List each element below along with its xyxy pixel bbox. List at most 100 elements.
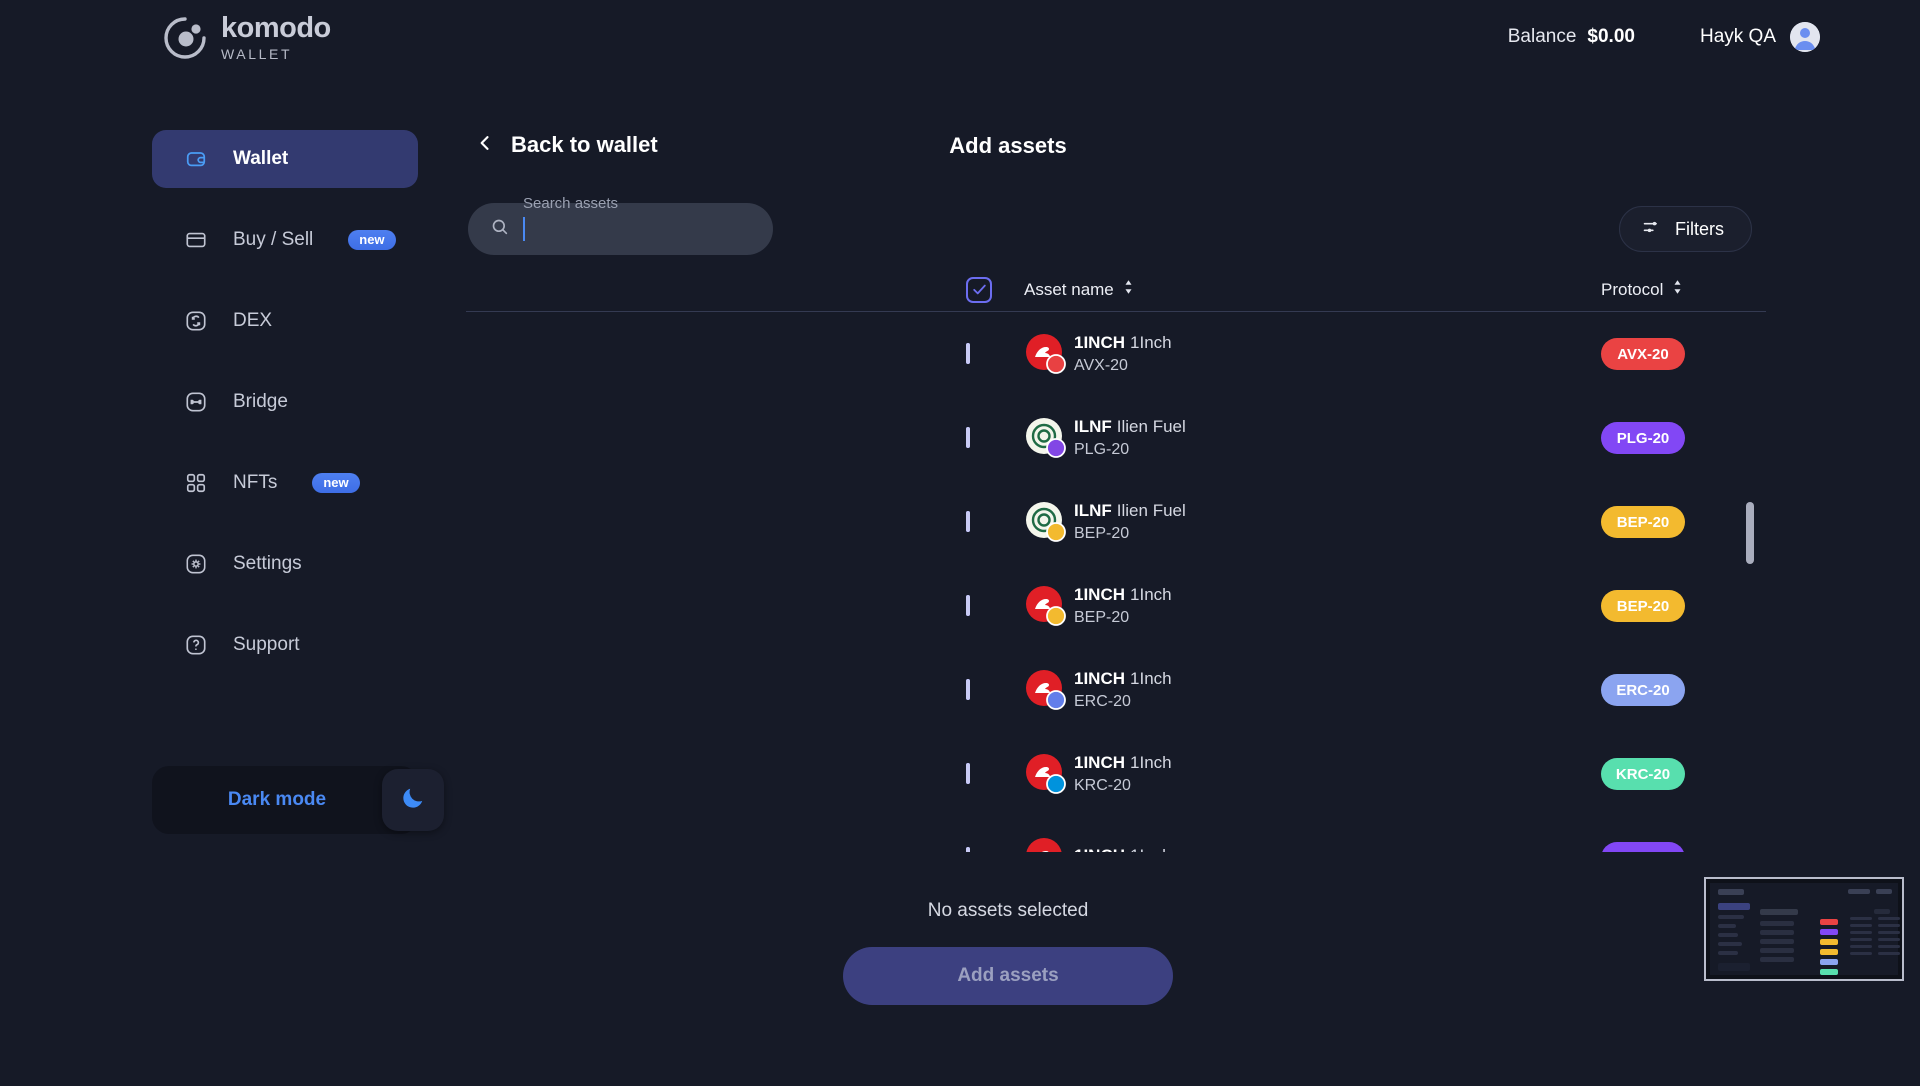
sidebar-item-dex[interactable]: DEX	[152, 292, 418, 350]
chevron-left-icon	[475, 133, 495, 158]
preview-list-col	[1850, 931, 1872, 934]
preview-logo	[1718, 889, 1744, 895]
select-all-checkbox[interactable]	[966, 276, 992, 303]
preview-filters	[1874, 909, 1890, 914]
brand-logo[interactable]: komodo WALLET	[162, 14, 331, 61]
moon-icon	[400, 785, 426, 816]
wallet-icon	[184, 147, 208, 171]
scrollbar-thumb[interactable]	[1746, 502, 1754, 564]
dark-mode-knob[interactable]	[382, 769, 444, 831]
preview-list-col2	[1878, 924, 1900, 927]
preview-badge-bep	[1820, 939, 1838, 945]
table-row[interactable]: 1INCH 1Inch KRC-20 KRC-20	[466, 732, 1766, 816]
sidebar-item-bridge[interactable]: Bridge	[152, 373, 418, 431]
search-field[interactable]: Search assets	[468, 195, 773, 255]
sidebar-label: DEX	[233, 310, 273, 331]
preview-darkmode	[1718, 963, 1750, 971]
sidebar-label: Support	[233, 634, 300, 655]
preview-list-col2	[1878, 931, 1900, 934]
table-row[interactable]: ILNF Ilien Fuel PLG-20 PLG-20	[466, 396, 1766, 480]
sidebar-item-settings[interactable]: Settings	[152, 535, 418, 593]
preview-badge-krc	[1820, 969, 1838, 975]
asset-ticker: 1INCH	[1074, 753, 1126, 772]
asset-name-block: 1INCH 1Inch AVX-20	[1074, 333, 1172, 375]
spacer	[152, 350, 418, 373]
main-panel: Back to wallet Add assets Search assets	[466, 130, 1766, 852]
preview-badge-avx	[1820, 919, 1838, 925]
selection-footer: No assets selected Add assets	[466, 900, 1550, 1005]
komodo-logo-icon	[162, 15, 208, 61]
asset-ticker: 1INCH	[1074, 846, 1125, 852]
sidebar-label: NFTs	[233, 472, 278, 493]
table-row[interactable]: 1INCH 1Inch ERC-20 ERC-20	[466, 648, 1766, 732]
checkbox-box	[966, 595, 970, 616]
text-caret	[523, 217, 525, 241]
sort-icon	[1124, 279, 1133, 300]
table-row[interactable]: 1INCH 1Inch	[466, 816, 1766, 852]
protocol-badge: AVX-20	[1601, 338, 1685, 370]
search-row: Search assets	[466, 190, 1766, 260]
sidebar-label: Wallet	[233, 148, 289, 169]
asset-ticker: ILNF	[1074, 417, 1112, 436]
filters-button[interactable]: Filters	[1619, 206, 1752, 252]
spacer	[152, 188, 418, 211]
table-header: Asset name Protocol	[466, 268, 1766, 312]
sidebar-item-support[interactable]: Support	[152, 616, 418, 674]
question-icon	[184, 633, 208, 657]
asset-subtitle: ERC-20	[1074, 693, 1131, 710]
table-row[interactable]: 1INCH 1Inch AVX-20 AVX-20	[466, 312, 1766, 396]
spacer	[152, 593, 418, 616]
row-checkbox[interactable]	[966, 679, 970, 700]
protocol-badge: ERC-20	[1601, 674, 1685, 706]
asset-name-block: ILNF Ilien Fuel PLG-20	[1074, 417, 1186, 459]
preview-row	[1760, 930, 1794, 935]
row-checkbox[interactable]	[966, 343, 970, 364]
search-input[interactable]	[538, 219, 738, 239]
table-row[interactable]: 1INCH 1Inch BEP-20 BEP-20	[466, 564, 1766, 648]
page-preview-thumbnail[interactable]	[1704, 877, 1904, 981]
checkbox-box	[966, 679, 970, 700]
asset-subtitle: BEP-20	[1074, 609, 1130, 626]
preview-header-right	[1848, 889, 1870, 894]
preview-header-user	[1876, 889, 1892, 894]
asset-fullname: Ilien Fuel	[1116, 417, 1186, 436]
table-row[interactable]: ILNF Ilien Fuel BEP-20 BEP-20	[466, 480, 1766, 564]
asset-subtitle: KRC-20	[1074, 777, 1131, 794]
sidebar-item-buy-sell[interactable]: Buy / Sell new	[152, 211, 418, 269]
spacer	[152, 269, 418, 292]
row-checkbox[interactable]	[966, 763, 970, 784]
preview-sidebar-item	[1718, 951, 1738, 955]
spacer	[152, 431, 418, 454]
protocol-badge	[1601, 842, 1685, 852]
gear-icon	[184, 552, 208, 576]
back-to-wallet-button[interactable]: Back to wallet	[475, 132, 658, 158]
user-menu[interactable]: Hayk QA	[1700, 22, 1820, 52]
preview-content	[1710, 883, 1900, 975]
preview-row	[1760, 948, 1794, 953]
brand-name: komodo	[221, 12, 331, 44]
row-checkbox[interactable]	[966, 427, 970, 448]
search-caption: Search assets	[523, 195, 619, 212]
dark-mode-toggle[interactable]: Dark mode	[152, 766, 444, 834]
asset-fullname: 1Inch	[1130, 333, 1172, 352]
asset-coin-icon	[1024, 752, 1068, 796]
preview-row	[1760, 921, 1794, 926]
card-icon	[184, 228, 208, 252]
asset-subtitle: PLG-20	[1074, 441, 1130, 458]
column-header-asset-name[interactable]: Asset name	[1024, 279, 1133, 300]
add-assets-button[interactable]: Add assets	[843, 947, 1173, 1005]
row-checkbox[interactable]	[966, 595, 970, 616]
preview-badge-plg	[1820, 929, 1838, 935]
sidebar-item-nfts[interactable]: NFTs new	[152, 454, 418, 512]
asset-name-block: 1INCH 1Inch KRC-20	[1074, 753, 1172, 795]
sidebar-item-wallet[interactable]: Wallet	[152, 130, 418, 188]
asset-coin-icon	[1024, 416, 1068, 460]
row-checkbox[interactable]	[966, 511, 970, 532]
protocol-badge: PLG-20	[1601, 422, 1685, 454]
checkbox-box	[966, 276, 992, 303]
avatar[interactable]	[1790, 22, 1820, 52]
row-checkbox[interactable]	[966, 847, 970, 852]
preview-addbtn	[1806, 979, 1842, 981]
column-header-protocol[interactable]: Protocol	[1601, 279, 1682, 300]
